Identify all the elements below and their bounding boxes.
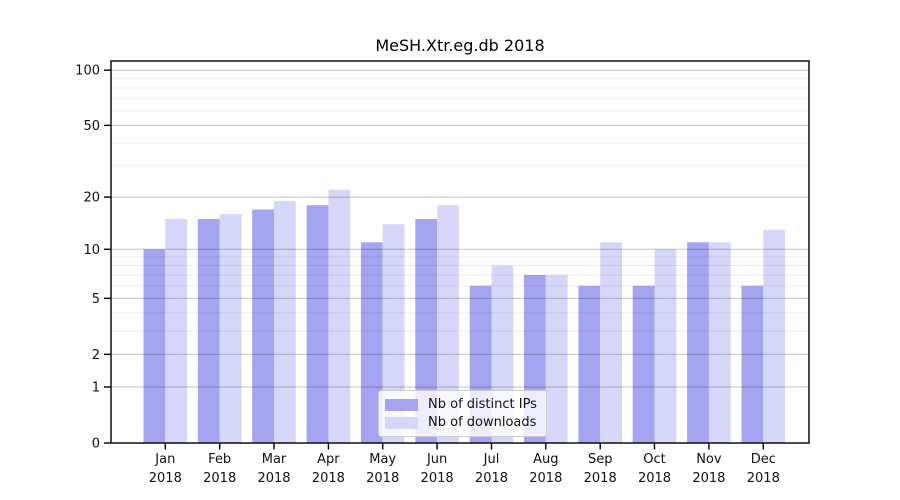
x-tick-label-month: Jan	[154, 452, 175, 467]
bar-feb-downloads	[219, 214, 242, 443]
axis-layer: 0 1 2 5 10 20 50 100 Jan 2018 Feb 2018 Mar 2018 Apr 201…	[75, 60, 810, 486]
bar-mar-downloads	[274, 201, 296, 443]
y-tick-label: 20	[83, 191, 100, 206]
x-tick-label-year: 2018	[529, 471, 562, 486]
x-tick-label-year: 2018	[421, 471, 454, 486]
x-tick-label-year: 2018	[257, 471, 290, 486]
x-tick-label-month: Apr	[317, 452, 340, 467]
x-tick-label-month: Dec	[751, 452, 776, 467]
y-tick-label: 50	[83, 119, 100, 134]
bar-aug-downloads	[545, 275, 568, 443]
y-tick-label: 1	[92, 381, 100, 396]
plot-frame	[110, 60, 810, 444]
x-tick-label-year: 2018	[203, 471, 236, 486]
bar-may-downloads	[382, 224, 405, 443]
bar-jan-ips	[143, 249, 166, 443]
legend-swatch-downloads	[385, 416, 418, 429]
bar-sep-downloads	[600, 242, 622, 443]
bar-may-ips	[360, 242, 383, 443]
bar-sep-ips	[578, 285, 601, 443]
x-tick-label-month: Feb	[208, 452, 231, 467]
legend-label-distinct-ips: Nb of distinct IPs	[428, 396, 537, 412]
x-tick-label-year: 2018	[747, 471, 780, 486]
bar-apr-downloads	[328, 189, 351, 443]
y-tick-label: 5	[92, 292, 100, 307]
x-tick-label-year: 2018	[475, 471, 508, 486]
bar-nov-ips	[687, 242, 709, 443]
bar-apr-ips	[306, 205, 329, 443]
bar-dec-downloads	[763, 229, 786, 443]
x-tick-label-year: 2018	[638, 471, 671, 486]
legend: Nb of distinct IPs Nb of downloads	[378, 390, 547, 437]
bar-dec-ips	[741, 285, 764, 443]
x-tick-label-month: Jul	[483, 452, 500, 467]
bar-oct-ips	[632, 285, 655, 443]
legend-item-downloads: Nb of downloads	[385, 414, 546, 430]
bar-feb-ips	[197, 219, 220, 443]
x-tick-label-month: Oct	[643, 452, 665, 467]
x-tick-label-month: Mar	[262, 452, 287, 467]
x-tick-label-year: 2018	[584, 471, 617, 486]
bar-jun-downloads	[437, 205, 459, 443]
legend-item-distinct-ips: Nb of distinct IPs	[385, 396, 546, 412]
x-tick-label-month: Aug	[533, 452, 558, 467]
x-tick-label-month: Jun	[426, 452, 447, 467]
bar-oct-downloads	[654, 249, 677, 443]
x-tick-label-year: 2018	[366, 471, 399, 486]
x-tick-label-month: Nov	[696, 452, 722, 467]
x-tick-label-year: 2018	[692, 471, 725, 486]
y-tick-label: 10	[83, 243, 100, 258]
grid-layer	[111, 69, 809, 388]
bar-jun-ips	[415, 219, 438, 443]
y-tick-label: 0	[92, 437, 100, 452]
x-tick-label-month: Sep	[588, 452, 613, 467]
legend-swatch-distinct-ips	[385, 398, 418, 411]
bar-mar-ips	[252, 209, 274, 443]
x-tick-label-month: May	[369, 452, 396, 467]
chart-title: MeSH.Xtr.eg.db 2018	[375, 36, 545, 55]
x-tick-label-year: 2018	[312, 471, 345, 486]
y-tick-label: 100	[75, 64, 100, 79]
y-tick-label: 2	[92, 348, 100, 363]
bar-jan-downloads	[165, 219, 188, 443]
x-tick-label-year: 2018	[149, 471, 182, 486]
bar-nov-downloads	[708, 242, 731, 443]
legend-label-downloads: Nb of downloads	[428, 414, 537, 430]
